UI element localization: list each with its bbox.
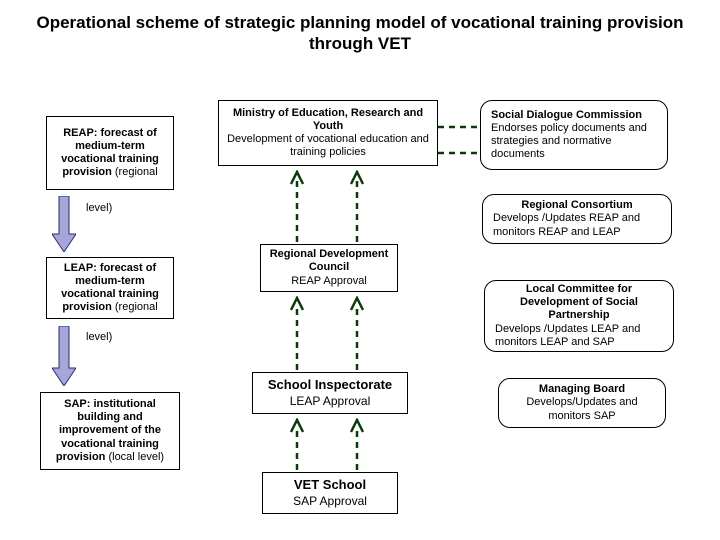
reap-sub: (regional xyxy=(112,166,158,178)
dashed-up-arrow-icon xyxy=(290,170,304,242)
down-arrow-icon xyxy=(52,196,76,252)
social-box: Social Dialogue CommissionEndorses polic… xyxy=(480,100,668,170)
rdc-box: Regional Development Council REAP Approva… xyxy=(260,244,398,292)
dashed-horiz-icon xyxy=(438,146,480,160)
vetschool-bold: VET School xyxy=(294,477,366,492)
reap-tail: level) xyxy=(86,202,112,214)
ministry-box: Ministry of Education, Research and Yout… xyxy=(218,100,438,166)
regcons-sub: Develops /Updates REAP and monitors REAP… xyxy=(493,212,640,237)
rdc-bold: Regional Development Council xyxy=(270,248,389,273)
dashed-up-arrow-icon xyxy=(350,170,364,242)
rdc-sub: REAP Approval xyxy=(291,275,367,287)
board-bold: Managing Board xyxy=(539,383,625,395)
dashed-up-arrow-icon xyxy=(290,296,304,370)
vetschool-sub: SAP Approval xyxy=(293,494,367,508)
dashed-up-arrow-icon xyxy=(290,418,304,470)
social-bold: Social Dialogue Commission xyxy=(491,109,642,121)
board-sub: Develops/Updates and monitors SAP xyxy=(526,396,637,421)
leap-sub: (regional xyxy=(112,301,158,313)
page-title: Operational scheme of strategic planning… xyxy=(0,0,720,63)
sap-sub: (local level) xyxy=(105,451,164,463)
board-box: Managing BoardDevelops/Updates and monit… xyxy=(498,378,666,428)
leap-tail: level) xyxy=(86,331,112,343)
sap-box: SAP: institutional building and improvem… xyxy=(40,392,180,470)
dashed-horiz-icon xyxy=(438,120,480,134)
dashed-up-arrow-icon xyxy=(350,418,364,470)
localcomm-sub: Develops /Updates LEAP and monitors LEAP… xyxy=(495,323,640,348)
regcons-bold: Regional Consortium xyxy=(521,199,632,211)
inspectorate-sub: LEAP Approval xyxy=(290,394,371,408)
inspectorate-box: School Inspectorate LEAP Approval xyxy=(252,372,408,414)
localcomm-bold: Local Committee for Development of Socia… xyxy=(520,283,638,321)
reap-box: REAP: forecast of medium-term vocational… xyxy=(46,116,174,190)
inspectorate-bold: School Inspectorate xyxy=(268,377,392,392)
regcons-box: Regional Consortium Develops /Updates RE… xyxy=(482,194,672,244)
ministry-sub: Development of vocational education and … xyxy=(227,133,429,158)
social-sub: Endorses policy documents and strategies… xyxy=(491,122,647,160)
ministry-bold: Ministry of Education, Research and Yout… xyxy=(233,107,423,132)
down-arrow-icon xyxy=(52,326,76,386)
leap-box: LEAP: forecast of medium-term vocational… xyxy=(46,257,174,319)
dashed-up-arrow-icon xyxy=(350,296,364,370)
localcomm-box: Local Committee for Development of Socia… xyxy=(484,280,674,352)
vetschool-box: VET School SAP Approval xyxy=(262,472,398,514)
